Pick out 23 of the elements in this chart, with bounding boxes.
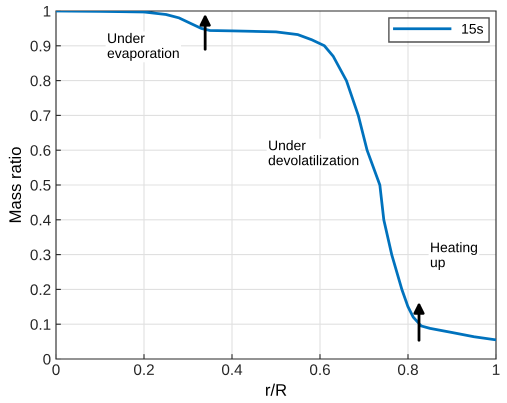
y-tick-label: 1 bbox=[44, 6, 50, 17]
y-tick-label: 0.2 bbox=[30, 284, 50, 296]
y-axis-title: Mass ratio bbox=[8, 147, 22, 222]
annotation: Heating up bbox=[430, 242, 477, 270]
y-tick-label: 0.9 bbox=[30, 40, 50, 52]
x-tick-label: 0.6 bbox=[310, 364, 330, 376]
y-tick-label: 0.1 bbox=[30, 319, 50, 330]
annotation: Under evaporation bbox=[108, 32, 179, 61]
x-tick-label: 1 bbox=[492, 364, 500, 375]
y-tick-label: 0.5 bbox=[30, 180, 50, 191]
y-tick-label: 0.3 bbox=[30, 249, 50, 260]
y-tick-label: 0.6 bbox=[30, 145, 50, 156]
legend-label: 15s bbox=[462, 24, 483, 34]
x-tick-label: 0.8 bbox=[398, 364, 418, 376]
x-tick-label: 0 bbox=[52, 364, 60, 376]
x-axis-title: r/R bbox=[266, 384, 286, 396]
y-tick-label: 0 bbox=[43, 354, 51, 365]
y-tick-label: 0.7 bbox=[30, 110, 50, 122]
y-tick-label: 0.4 bbox=[30, 214, 51, 226]
x-tick-label: 0.2 bbox=[134, 364, 154, 376]
annotation: Under devolatilization bbox=[268, 140, 358, 166]
x-tick-label: 0.4 bbox=[222, 364, 242, 376]
y-tick-label: 0.8 bbox=[30, 75, 50, 86]
